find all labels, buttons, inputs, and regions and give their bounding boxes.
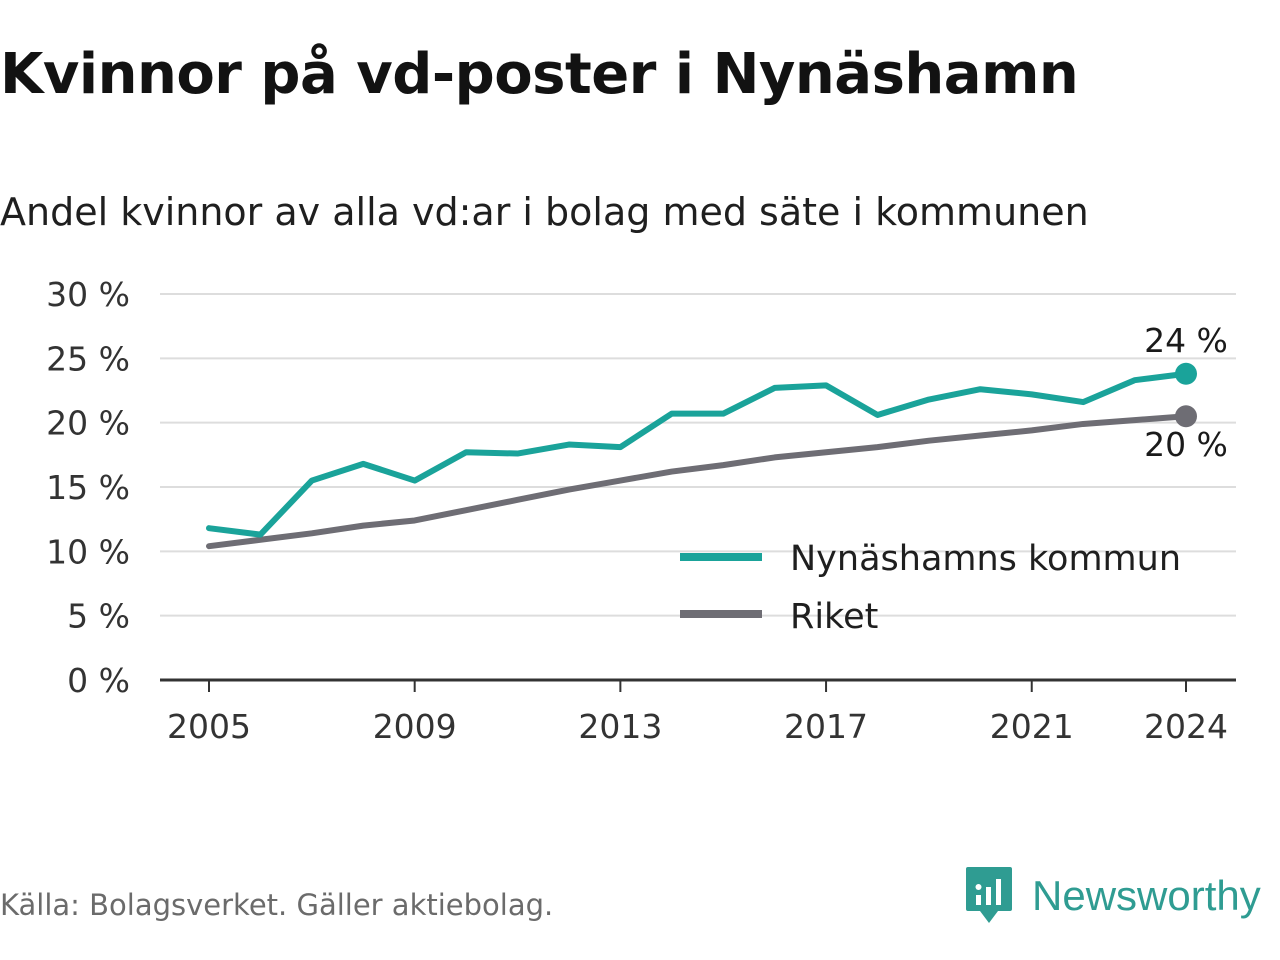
y-tick-label: 0 % [67,661,130,700]
brand-logo[interactable]: Newsworthy [964,864,1261,928]
legend-label-nynashamn: Nynäshamns kommun [790,539,1181,579]
x-tick-label: 2009 [373,707,457,746]
series-line-nynashamn [206,370,1189,538]
series-lines [206,362,1197,550]
end-point-riket [1175,405,1197,428]
x-tick-label: 2017 [784,707,868,746]
x-tick-label: 2013 [578,707,662,746]
series-line-riket [206,413,1189,550]
y-axis: 0 % 5 % 10 % 15 % 20 % 25 % 30 % [46,275,130,700]
legend: Nynäshamns kommun Riket [680,539,1181,637]
end-label-riket: 20 % [1144,425,1228,464]
x-tick-label: 2021 [990,707,1074,746]
x-tick-label: 2005 [167,707,251,746]
y-tick-label: 10 % [46,532,130,571]
y-tick-label: 5 % [67,597,130,636]
y-tick-label: 25 % [46,339,130,378]
chart-title: Kvinnor på vd-poster i Nynäshamn [0,42,1079,107]
end-labels: 20 % 24 % [1141,318,1231,467]
brand-name: Newsworthy [1032,872,1261,919]
newsworthy-logo-icon [966,867,1012,923]
legend-label-riket: Riket [790,597,878,637]
source-note: Källa: Bolagsverket. Gäller aktiebolag. [0,888,554,922]
end-label-nynashamn: 24 % [1144,321,1228,360]
end-point-nynashamn [1175,362,1197,385]
y-tick-label: 20 % [46,404,130,443]
y-tick-label: 30 % [46,275,130,314]
y-tick-label: 15 % [46,468,130,507]
x-tick-label: 2024 [1144,707,1228,746]
x-axis: 2005 2009 2013 2017 2021 2024 [160,678,1236,746]
chart-subtitle: Andel kvinnor av alla vd:ar i bolag med … [0,190,1089,234]
